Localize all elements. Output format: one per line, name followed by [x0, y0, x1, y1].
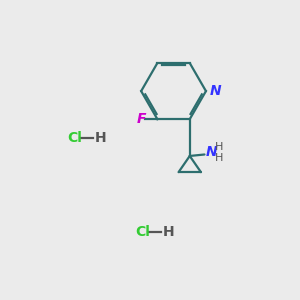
Text: Cl: Cl [135, 225, 150, 239]
Text: N: N [209, 84, 221, 98]
Text: N: N [206, 145, 218, 159]
Text: Cl: Cl [68, 131, 82, 145]
Text: H: H [215, 142, 224, 152]
Text: H: H [162, 225, 174, 239]
Text: H: H [94, 131, 106, 145]
Text: H: H [215, 153, 224, 163]
Text: F: F [136, 112, 146, 126]
